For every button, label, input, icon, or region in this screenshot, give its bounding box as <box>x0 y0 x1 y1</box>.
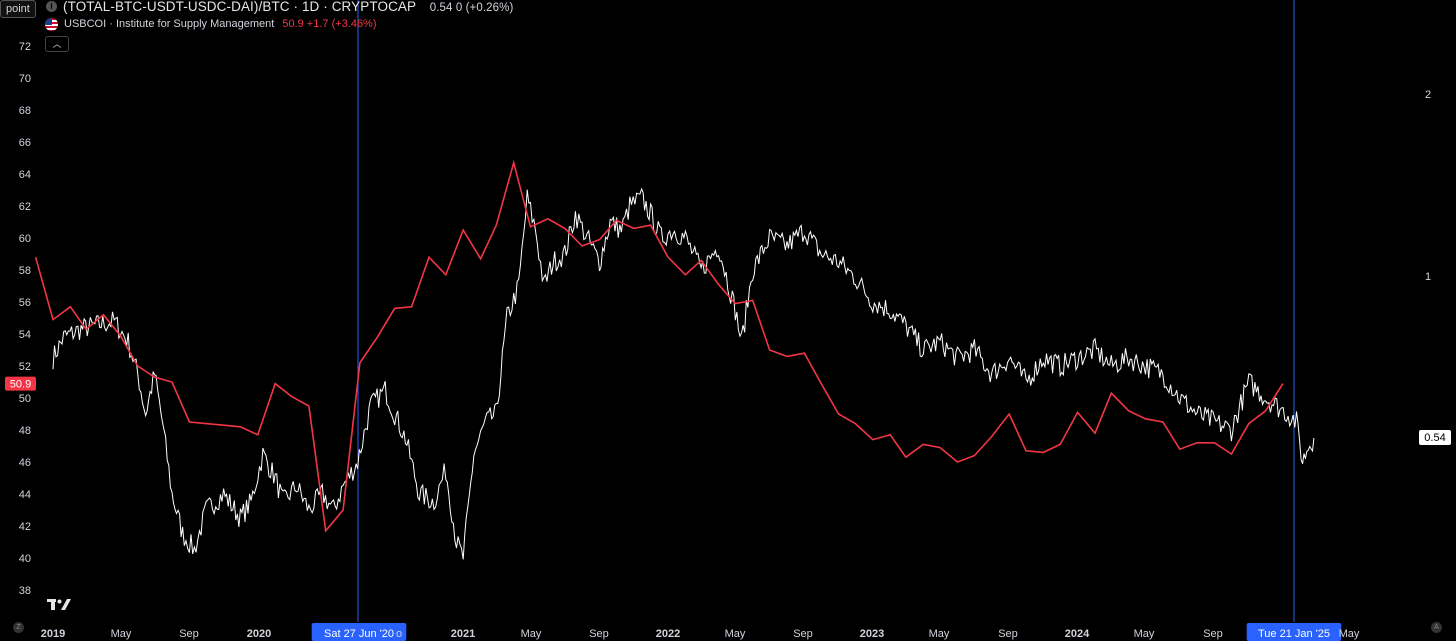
x-tick-label: o <box>396 628 402 640</box>
crosshair-date-badge <box>311 623 407 641</box>
x-tick-label: 2020 <box>247 628 271 640</box>
left-tick-label: 44 <box>19 489 31 501</box>
cursor-mode-button[interactable]: point <box>0 0 36 18</box>
info-icon[interactable]: i <box>46 1 57 12</box>
x-tick-label: 2021 <box>451 628 475 640</box>
timezone-icon[interactable]: Z <box>13 622 24 633</box>
left-tick-label: 56 <box>19 297 31 309</box>
x-tick-label: May <box>521 628 542 640</box>
series-line-ism <box>34 159 1284 533</box>
x-tick-label: 2019 <box>41 628 65 640</box>
secondary-series-legend[interactable]: USBCOI · Institute for Supply Management… <box>45 17 377 31</box>
series-line-ratio <box>52 187 1315 560</box>
right-axis: 21 <box>1425 89 1431 283</box>
us-flag-icon <box>45 17 58 31</box>
x-tick-label: Sep <box>1203 628 1223 640</box>
left-tick-label: 64 <box>19 169 31 181</box>
x-tick-label: May <box>929 628 950 640</box>
left-tick-label: 72 <box>19 41 31 53</box>
crosshair-lines <box>357 0 1295 622</box>
x-tick-label: Sep <box>179 628 199 640</box>
left-tick-label: 52 <box>19 361 31 373</box>
crosshair-date-badge <box>1246 623 1342 641</box>
left-tick-label: 70 <box>19 73 31 85</box>
left-tick-label: 66 <box>19 137 31 149</box>
left-tick-label: 42 <box>19 521 31 533</box>
x-tick-label: 2024 <box>1065 628 1090 640</box>
x-tick-label: May <box>725 628 746 640</box>
ratio-last-value-label: 0.54 <box>1424 432 1445 444</box>
right-tick-label: 1 <box>1425 271 1431 283</box>
left-tick-label: 62 <box>19 201 31 213</box>
x-tick-label: 2023 <box>860 628 884 640</box>
x-tick-label: Sep <box>998 628 1018 640</box>
ratio-last-value-badge <box>1419 430 1451 445</box>
main-series-value: 0.54 0 (+0.26%) <box>429 2 514 14</box>
x-tick-label: Sep <box>793 628 813 640</box>
x-axis: 2019 May Sep 2020 Sat 27 Jun '20 o 2021 May Sep 2… <box>41 623 1360 641</box>
left-tick-label: 54 <box>19 329 31 341</box>
left-tick-label: 68 <box>19 105 31 117</box>
ism-last-value-badge <box>5 376 36 391</box>
left-axis: 38 40 42 44 46 48 50 52 54 56 58 60 62 64 66 68 70 72 <box>19 41 31 597</box>
left-tick-label: 58 <box>19 265 31 277</box>
crosshair-date-label: Tue 21 Jan '25 <box>1258 628 1330 640</box>
secondary-series-name: USBCOI · Institute for Supply Management <box>64 18 275 30</box>
tradingview-logo-icon <box>47 599 71 610</box>
x-tick-label: Sep <box>589 628 609 640</box>
x-tick-label: May <box>1339 628 1360 640</box>
left-tick-label: 60 <box>19 233 31 245</box>
last-value-labels: 50.9 0.54 <box>5 376 1451 445</box>
main-series-title[interactable]: (TOTAL-BTC-USDT-USDC-DAI)/BTC · 1D · CRY… <box>63 0 513 14</box>
chevron-up-icon[interactable]: ︿ <box>45 36 69 52</box>
x-tick-label: May <box>1134 628 1155 640</box>
left-tick-label: 38 <box>19 585 31 597</box>
left-tick-label: 48 <box>19 425 31 437</box>
secondary-series-value: 50.9 +1.7 (+3.46%) <box>282 18 377 30</box>
left-tick-label: 46 <box>19 457 31 469</box>
auto-scale-icon[interactable]: A <box>1431 622 1442 633</box>
left-tick-label: 50 <box>19 393 31 405</box>
x-tick-label: May <box>111 628 132 640</box>
ism-last-value-label: 50.9 <box>10 379 31 391</box>
right-tick-label: 2 <box>1425 89 1431 101</box>
crosshair-date-label: Sat 27 Jun '20 <box>324 628 394 640</box>
left-tick-label: 40 <box>19 553 31 565</box>
main-series-name: (TOTAL-BTC-USDT-USDC-DAI)/BTC · 1D · CRY… <box>63 0 416 14</box>
x-tick-label: 2022 <box>656 628 680 640</box>
